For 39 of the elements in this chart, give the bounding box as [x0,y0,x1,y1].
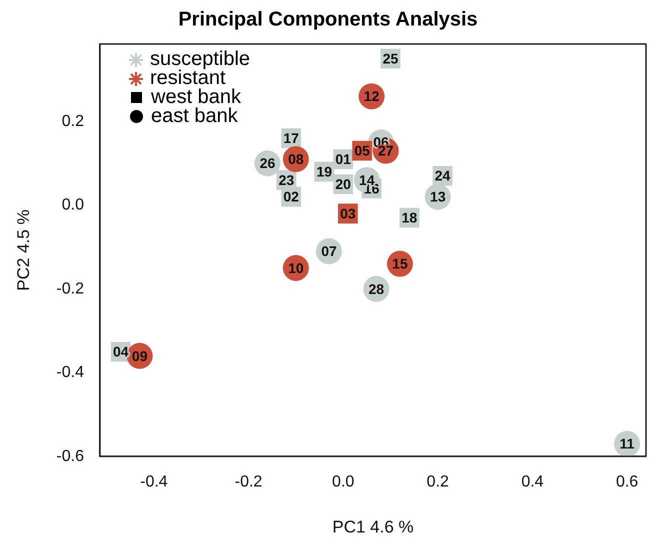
annotation: 04 [113,344,129,360]
x-tick-label: 0.6 [616,473,638,490]
annotation: 07 [321,243,337,260]
x-tick-label: 0.4 [521,473,544,490]
annotation: 18 [402,210,418,226]
y-tick-label: -0.6 [56,448,84,465]
annotation: 17 [283,130,300,146]
annotation: susceptible [150,48,250,70]
annotation: 19 [316,164,332,180]
annotation: 28 [368,280,384,297]
chart-title: Principal Components Analysis [178,8,478,31]
x-axis-title: PC1 4.6 % [332,517,414,536]
x-tick-label: -0.4 [140,473,168,490]
y-tick-label: 0.2 [62,112,84,130]
annotation: 09 [132,348,148,364]
y-tick-label: 0.0 [62,196,84,214]
annotation: 08 [288,150,304,167]
annotation: 10 [288,260,304,276]
annotation: 24 [434,168,451,184]
x-tick-label: 0.0 [332,473,354,490]
y-tick-label: -0.2 [56,280,84,298]
annotation: 25 [382,50,398,67]
annotation: 13 [430,188,446,205]
annotation: 11 [620,436,635,452]
x-tick-label: 0.2 [426,473,450,490]
annotation: 05 [354,142,370,159]
y-tick-label: -0.4 [56,364,84,382]
annotation: 23 [278,172,294,188]
annotation: 20 [335,176,352,192]
annotation: 01 [335,150,352,167]
annotation: 02 [283,188,300,205]
annotation: east bank [151,105,238,127]
annotation: 03 [340,205,356,222]
x-tick-label: -0.2 [234,473,262,490]
y-axis-title: PC2 4.5 % [14,210,33,291]
annotation: west bank [151,86,242,108]
annotation: 26 [260,155,276,172]
annotation: 12 [364,88,380,104]
annotation: 15 [392,256,408,272]
